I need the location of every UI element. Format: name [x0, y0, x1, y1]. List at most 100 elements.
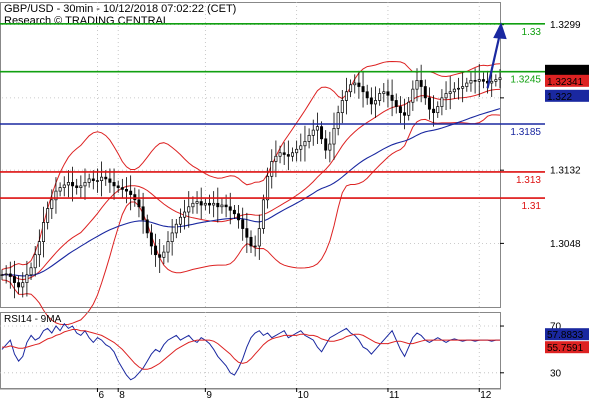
price-tick-label: 1.3048: [550, 239, 581, 250]
candle-body: [137, 199, 141, 208]
candle: [382, 83, 386, 103]
bollinger-lower-line: [1, 114, 501, 326]
candle: [75, 178, 79, 195]
candle: [58, 182, 62, 197]
candle-body: [365, 91, 369, 99]
candle-body: [162, 251, 166, 258]
current-price-box: [545, 89, 589, 102]
level-label-support: 1.313: [516, 175, 541, 186]
candle: [444, 81, 448, 111]
candle: [125, 177, 128, 204]
candle: [104, 170, 108, 186]
projection-arrow-head: [493, 22, 507, 40]
candle-body: [481, 79, 485, 82]
candle-body: [419, 80, 423, 87]
candle-body: [494, 79, 498, 82]
candle: [170, 218, 174, 256]
rsi-series-rsi: [1, 322, 500, 381]
candle: [332, 112, 336, 160]
candle-body: [498, 77, 502, 80]
candle-body: [95, 180, 99, 182]
candle: [166, 231, 170, 263]
candle-body: [332, 128, 336, 145]
candle: [336, 105, 340, 136]
candle-body: [4, 273, 8, 276]
candle-body: [423, 86, 427, 99]
candle-body: [241, 219, 245, 229]
candle-body: [249, 236, 253, 247]
candle: [191, 196, 195, 214]
candle: [390, 79, 394, 117]
candle-body: [291, 152, 294, 157]
candle-body: [46, 208, 50, 223]
candle-body: [336, 112, 340, 129]
rsi-value-box: [545, 328, 589, 341]
projection-arrow-shaft: [486, 33, 502, 89]
rsi-value-label: 57.8833: [547, 330, 584, 341]
candle-body: [33, 254, 37, 269]
candle-body: [228, 206, 232, 211]
level-label-resistance: 1.3245: [510, 75, 541, 86]
candle-body: [369, 97, 373, 105]
current-price-box: [545, 64, 589, 77]
candle: [266, 167, 270, 209]
candle-body: [270, 161, 274, 177]
candle: [112, 168, 116, 200]
candle-body: [473, 80, 477, 82]
candle-body: [125, 189, 128, 192]
x-tick-label: 10: [298, 390, 310, 400]
candle-body: [66, 182, 70, 186]
candle: [141, 192, 145, 234]
candle: [54, 177, 58, 214]
candle-body: [8, 273, 12, 277]
candle-body: [232, 209, 236, 215]
candle: [241, 207, 245, 241]
candle: [0, 269, 4, 280]
candle: [353, 74, 357, 94]
current-price-label: 1.322: [547, 92, 572, 103]
candle: [195, 191, 199, 214]
candle: [427, 87, 431, 120]
candle-body: [87, 178, 91, 183]
candle: [100, 161, 104, 197]
candle-body: [224, 204, 228, 208]
candle: [457, 77, 460, 100]
candle: [415, 68, 419, 102]
candle: [91, 170, 95, 190]
candle: [158, 239, 162, 274]
candle: [212, 191, 216, 218]
candle: [291, 147, 294, 162]
candle: [33, 246, 37, 277]
candle: [232, 205, 236, 219]
candle-body: [266, 175, 270, 201]
candle: [328, 131, 332, 163]
candle-body: [220, 204, 224, 208]
candle-body: [104, 176, 108, 180]
rsi-value-box: [545, 341, 589, 354]
candle: [378, 88, 382, 106]
candle-body: [42, 222, 45, 242]
candle-body: [191, 202, 195, 208]
candle-body: [245, 228, 249, 238]
candle: [4, 265, 8, 284]
candle: [303, 125, 307, 162]
x-tick-label: 12: [480, 390, 492, 400]
candle: [46, 201, 50, 230]
candle: [50, 189, 54, 219]
candle: [307, 128, 311, 149]
candle-body: [299, 145, 303, 150]
candle: [137, 189, 141, 218]
candle-body: [324, 138, 328, 151]
chart-subtitle: Research © TRADING CENTRAL: [4, 15, 169, 27]
candle: [216, 187, 220, 223]
candle: [340, 90, 344, 124]
candle-body: [170, 232, 174, 242]
candle-body: [386, 91, 390, 96]
candle-body: [307, 134, 311, 142]
candle-body: [361, 86, 365, 93]
candle: [249, 230, 253, 253]
rsi-title: RSI14 - 9MA: [4, 314, 62, 325]
candle: [344, 77, 348, 115]
candle-body: [62, 184, 66, 188]
candle-body: [120, 187, 124, 190]
